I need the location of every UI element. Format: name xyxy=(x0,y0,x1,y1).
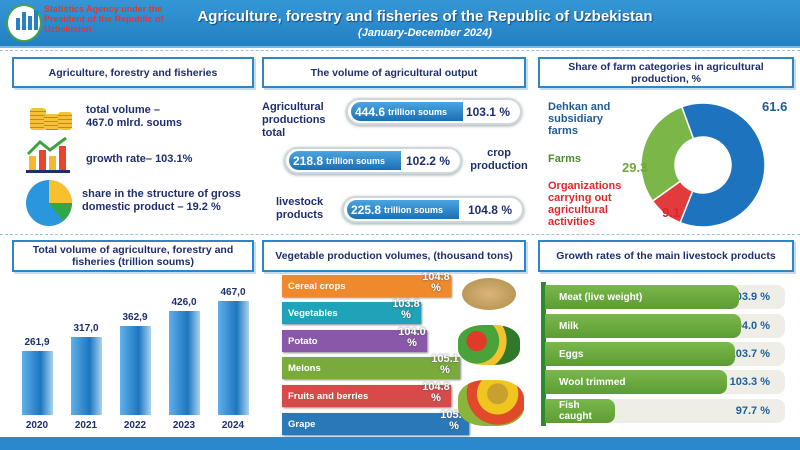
output-crop-pill: 218.8 trillion soums 102.2 % xyxy=(284,147,462,174)
livestock-bar: Fish caught xyxy=(545,399,615,423)
output-total-pill: 444.6 trillion soums 103.1 % xyxy=(346,98,522,125)
panel-title: Share of farm categories in agricultural… xyxy=(538,57,794,88)
panel-title: Agriculture, forestry and fisheries xyxy=(12,57,254,88)
grain-image xyxy=(462,278,516,310)
output-label-livestock: livestock products xyxy=(276,196,324,221)
legend-farms: Farms xyxy=(548,153,582,165)
header xyxy=(0,0,800,48)
gdp-share-text: share in the structure of gross domestic … xyxy=(82,188,241,213)
bar-2024 xyxy=(218,300,249,415)
x-tick-label: 2023 xyxy=(172,420,196,431)
livestock-bar-label: Meat (live weight) xyxy=(559,291,643,303)
veg-bar: Fruits and berries xyxy=(282,385,451,407)
x-tick-label: 2021 xyxy=(74,420,98,431)
vegetables-image xyxy=(458,325,520,365)
page-subtitle: (January-December 2024) xyxy=(358,27,492,39)
bar-value-label: 426,0 xyxy=(171,296,197,308)
panel-title: Growth rates of the main livestock produ… xyxy=(538,240,794,272)
veg-bar-value: 104.8 % xyxy=(422,271,450,294)
livestock-bar: Eggs xyxy=(545,342,735,366)
veg-bar-label: Cereal crops xyxy=(288,280,346,292)
bar-value-label: 467,0 xyxy=(220,286,246,298)
pie-chart-icon xyxy=(26,180,72,226)
agency-name: Statistics Agency under the President of… xyxy=(44,4,164,34)
veg-bar-label: Grape xyxy=(288,418,316,430)
panel-title: Total volume of agriculture, forestry an… xyxy=(12,240,254,272)
veg-bar: Grape xyxy=(282,413,469,435)
bar-value-label: 261,9 xyxy=(24,336,50,348)
veg-bar-value: 104.0 % xyxy=(398,326,426,349)
livestock-bar-value: 103.9 % xyxy=(729,291,770,303)
veg-bar: Cereal crops xyxy=(282,275,451,297)
veg-bar: Vegetables xyxy=(282,302,421,324)
livestock-bar-label: Milk xyxy=(559,320,579,332)
veg-bar: Potato xyxy=(282,330,427,352)
divider xyxy=(0,50,800,51)
bar-2022 xyxy=(120,326,151,415)
divider xyxy=(0,234,800,235)
coins-icon xyxy=(28,98,74,130)
bar-value-label: 362,9 xyxy=(122,312,148,324)
x-tick-label: 2024 xyxy=(221,420,245,431)
veg-bar-value: 103.8 % xyxy=(392,298,420,321)
livestock-bar-label: Fish caught xyxy=(559,400,592,422)
slice-dehkan xyxy=(679,102,766,228)
veg-bar-label: Melons xyxy=(288,362,321,374)
slice-farms xyxy=(640,105,695,203)
output-label-crop: crop production xyxy=(470,147,528,172)
livestock-bar-value: 97.7 % xyxy=(735,405,770,417)
uzstat-logo xyxy=(6,4,42,42)
bar-value-label: 317,0 xyxy=(73,323,99,335)
bar-2021 xyxy=(71,337,102,415)
bar-2020 xyxy=(22,350,53,415)
veg-bar-value: 104.8 % xyxy=(422,381,450,404)
livestock-bar: Wool trimmed xyxy=(545,370,727,394)
legend-dehkan: Dehkan and subsidiary farms xyxy=(548,101,611,137)
label-dehkan: 61.6 xyxy=(762,99,788,114)
legend-organizations: Organizations carrying out agricultural … xyxy=(548,180,622,228)
total-volume-text: total volume –467.0 mlrd. soums xyxy=(86,104,182,129)
x-tick-label: 2020 xyxy=(25,420,49,431)
veg-bar-value: 105.4 % xyxy=(440,409,468,432)
label-farms: 29.3 xyxy=(622,160,648,175)
output-livestock-pill: 225.8 trillion soums 104.8 % xyxy=(342,196,524,223)
footer-bar xyxy=(0,437,800,450)
livestock-bar-label: Eggs xyxy=(559,348,584,360)
output-label-total: Agricultural productions total xyxy=(262,101,326,139)
donut-chart xyxy=(640,102,766,228)
growth-rate-text: growth rate– 103.1% xyxy=(86,153,193,165)
veg-bar-value: 105.1 % xyxy=(431,353,459,376)
veg-bar-label: Fruits and berries xyxy=(288,390,369,402)
veg-bar: Melons xyxy=(282,357,460,379)
axis-bar xyxy=(541,282,546,426)
livestock-bar-label: Wool trimmed xyxy=(559,376,626,388)
veg-bar-label: Vegetables xyxy=(288,307,338,319)
bar-2023 xyxy=(169,310,200,415)
label-organizations: 9.1 xyxy=(662,205,681,220)
livestock-bar-value: 103.7 % xyxy=(729,348,770,360)
panel-title: The volume of agricultural output xyxy=(262,57,526,88)
livestock-bar: Milk xyxy=(545,314,741,338)
livestock-bar: Meat (live weight) xyxy=(545,285,739,309)
veg-bar-label: Potato xyxy=(288,335,318,347)
livestock-bar-value: 103.3 % xyxy=(729,376,770,388)
growth-chart-icon xyxy=(26,136,70,173)
fruits-image xyxy=(458,380,524,426)
panel-title: Vegetable production volumes, (thousand … xyxy=(262,240,526,272)
page-title: Agriculture, forestry and fisheries of t… xyxy=(197,8,653,25)
x-tick-label: 2022 xyxy=(123,420,147,431)
